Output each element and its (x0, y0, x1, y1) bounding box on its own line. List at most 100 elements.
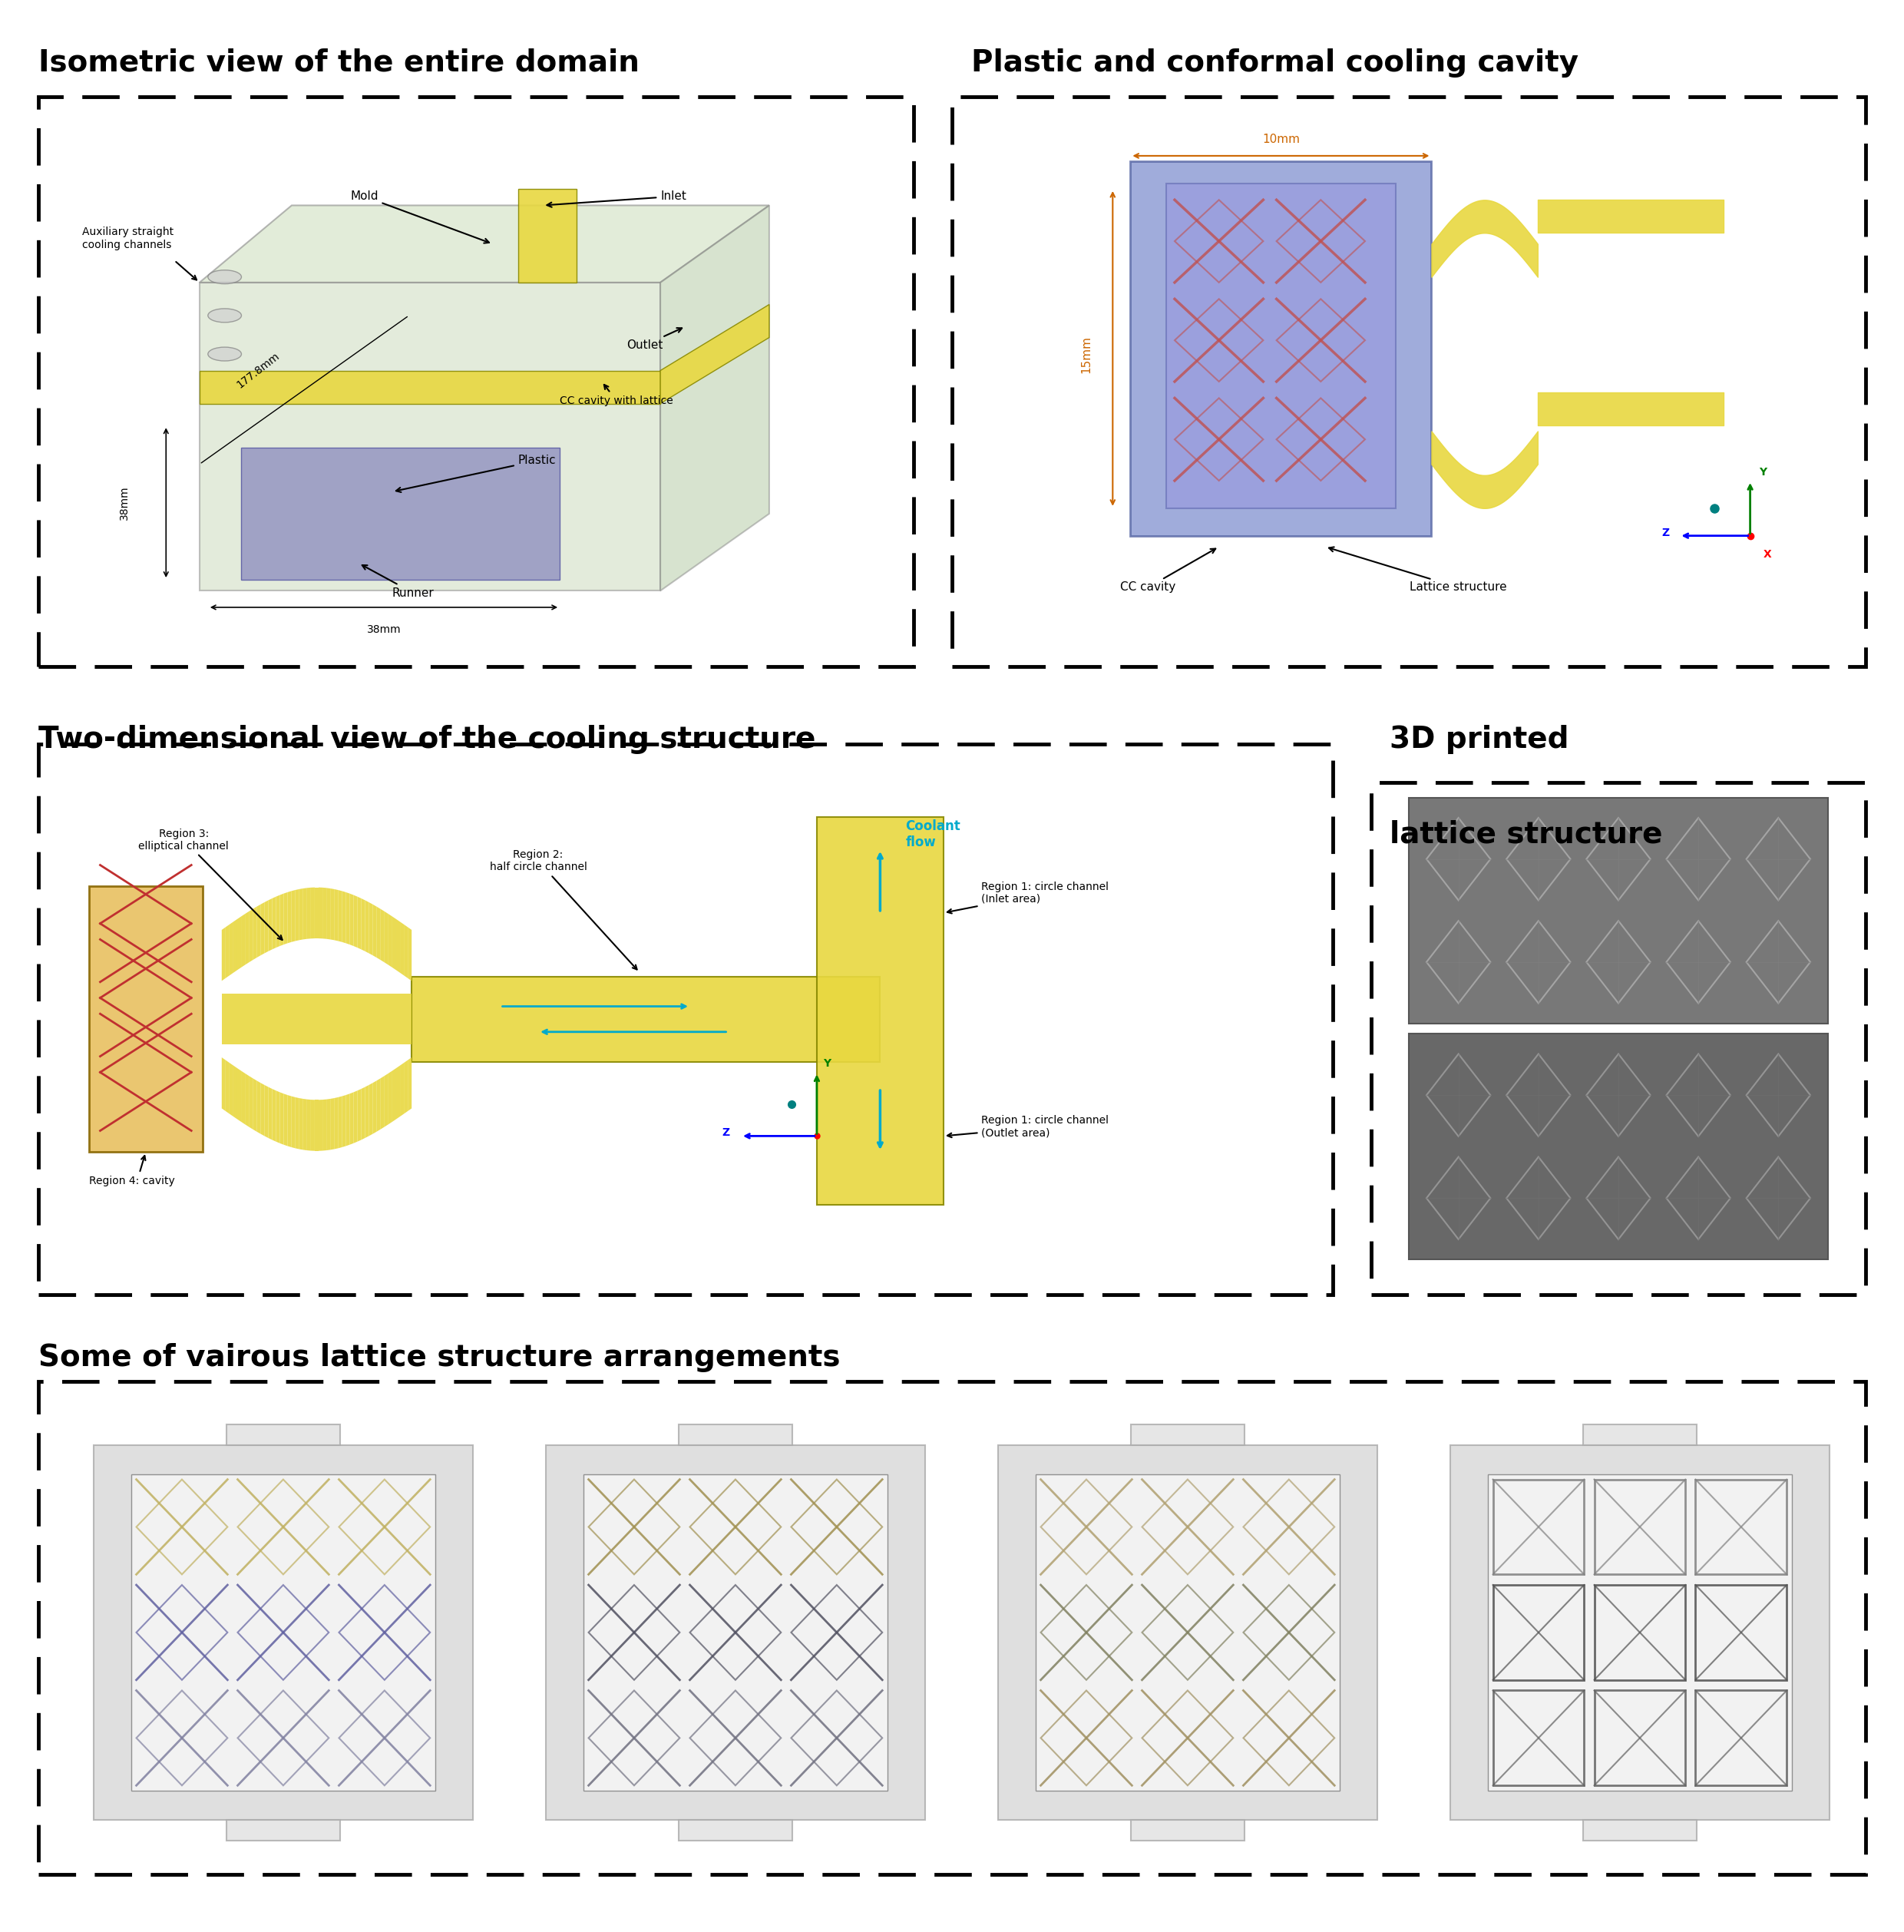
Polygon shape (388, 1070, 392, 1124)
Polygon shape (385, 912, 388, 964)
Text: CC cavity with lattice: CC cavity with lattice (560, 384, 674, 406)
Polygon shape (280, 1092, 284, 1146)
Polygon shape (366, 900, 369, 952)
Text: 177.8mm: 177.8mm (234, 350, 282, 390)
Text: Z: Z (1662, 527, 1670, 537)
Polygon shape (276, 1092, 280, 1144)
Polygon shape (1582, 1424, 1696, 1445)
Polygon shape (343, 891, 347, 943)
Polygon shape (299, 889, 303, 941)
Polygon shape (354, 1092, 358, 1144)
Polygon shape (257, 904, 261, 958)
Polygon shape (373, 1080, 377, 1134)
Polygon shape (333, 889, 339, 941)
Polygon shape (385, 1074, 388, 1126)
Polygon shape (318, 1099, 322, 1151)
Polygon shape (1131, 1820, 1245, 1841)
Polygon shape (347, 1094, 350, 1146)
Text: 10mm: 10mm (1262, 133, 1300, 145)
Polygon shape (253, 906, 257, 960)
Polygon shape (318, 887, 322, 939)
Text: Outlet: Outlet (626, 328, 682, 352)
Polygon shape (225, 923, 230, 978)
Polygon shape (221, 993, 411, 1045)
Polygon shape (234, 920, 238, 972)
Polygon shape (377, 906, 381, 960)
Polygon shape (369, 902, 373, 956)
Text: 15mm: 15mm (1080, 336, 1091, 373)
Polygon shape (661, 305, 769, 404)
Text: Two-dimensional view of the cooling structure: Two-dimensional view of the cooling stru… (38, 724, 815, 753)
Polygon shape (265, 900, 268, 952)
Text: Y: Y (823, 1059, 830, 1068)
Polygon shape (411, 976, 880, 1061)
Polygon shape (1036, 1474, 1340, 1791)
Text: Region 2:
half circle channel: Region 2: half circle channel (489, 850, 638, 970)
Polygon shape (322, 1099, 326, 1151)
Polygon shape (583, 1474, 887, 1791)
Polygon shape (249, 1076, 253, 1128)
Polygon shape (661, 205, 769, 591)
Polygon shape (225, 1061, 230, 1115)
Polygon shape (227, 1424, 341, 1445)
Polygon shape (288, 1095, 291, 1148)
Polygon shape (272, 1090, 276, 1142)
Polygon shape (1582, 1820, 1696, 1841)
Polygon shape (377, 1078, 381, 1132)
Polygon shape (310, 1099, 314, 1151)
Polygon shape (1451, 1445, 1830, 1820)
Polygon shape (545, 1445, 925, 1820)
Polygon shape (299, 1097, 303, 1150)
Text: Z: Z (722, 1128, 729, 1138)
Polygon shape (230, 1063, 234, 1117)
Text: CC cavity: CC cavity (1120, 549, 1215, 593)
Polygon shape (200, 205, 769, 282)
Polygon shape (221, 927, 225, 981)
Polygon shape (291, 891, 295, 943)
Polygon shape (272, 896, 276, 949)
Polygon shape (362, 1088, 366, 1140)
Polygon shape (89, 887, 202, 1151)
Polygon shape (396, 1066, 400, 1119)
Polygon shape (362, 898, 366, 951)
Polygon shape (261, 902, 265, 956)
Polygon shape (242, 1070, 246, 1124)
Polygon shape (339, 1095, 343, 1148)
Polygon shape (265, 1086, 268, 1138)
Polygon shape (381, 910, 385, 962)
Text: 38mm: 38mm (367, 624, 402, 636)
Polygon shape (392, 1068, 396, 1122)
Text: Auxiliary straight
cooling channels: Auxiliary straight cooling channels (82, 226, 173, 249)
Polygon shape (326, 889, 329, 939)
Polygon shape (230, 922, 234, 976)
Polygon shape (404, 1061, 407, 1115)
Polygon shape (354, 895, 358, 947)
Ellipse shape (208, 270, 242, 284)
Polygon shape (284, 1094, 288, 1146)
Polygon shape (333, 1097, 339, 1150)
Polygon shape (350, 893, 354, 947)
Ellipse shape (208, 309, 242, 323)
Polygon shape (131, 1474, 436, 1791)
Text: Mold: Mold (350, 191, 489, 243)
Polygon shape (1409, 798, 1828, 1024)
Polygon shape (253, 1078, 257, 1132)
Polygon shape (998, 1445, 1378, 1820)
Polygon shape (303, 889, 307, 939)
Polygon shape (242, 914, 246, 968)
Polygon shape (310, 887, 314, 939)
Polygon shape (407, 1057, 411, 1111)
Polygon shape (404, 923, 407, 978)
FancyBboxPatch shape (38, 1381, 1866, 1874)
Polygon shape (200, 371, 661, 404)
Polygon shape (93, 1445, 472, 1820)
Text: Region 3:
elliptical channel: Region 3: elliptical channel (139, 829, 282, 939)
Polygon shape (1165, 184, 1396, 508)
Polygon shape (268, 898, 272, 951)
Polygon shape (221, 1057, 225, 1111)
Text: 38mm: 38mm (118, 485, 129, 520)
Polygon shape (339, 891, 343, 943)
Polygon shape (234, 1066, 238, 1119)
Polygon shape (350, 1092, 354, 1146)
Polygon shape (400, 922, 404, 976)
